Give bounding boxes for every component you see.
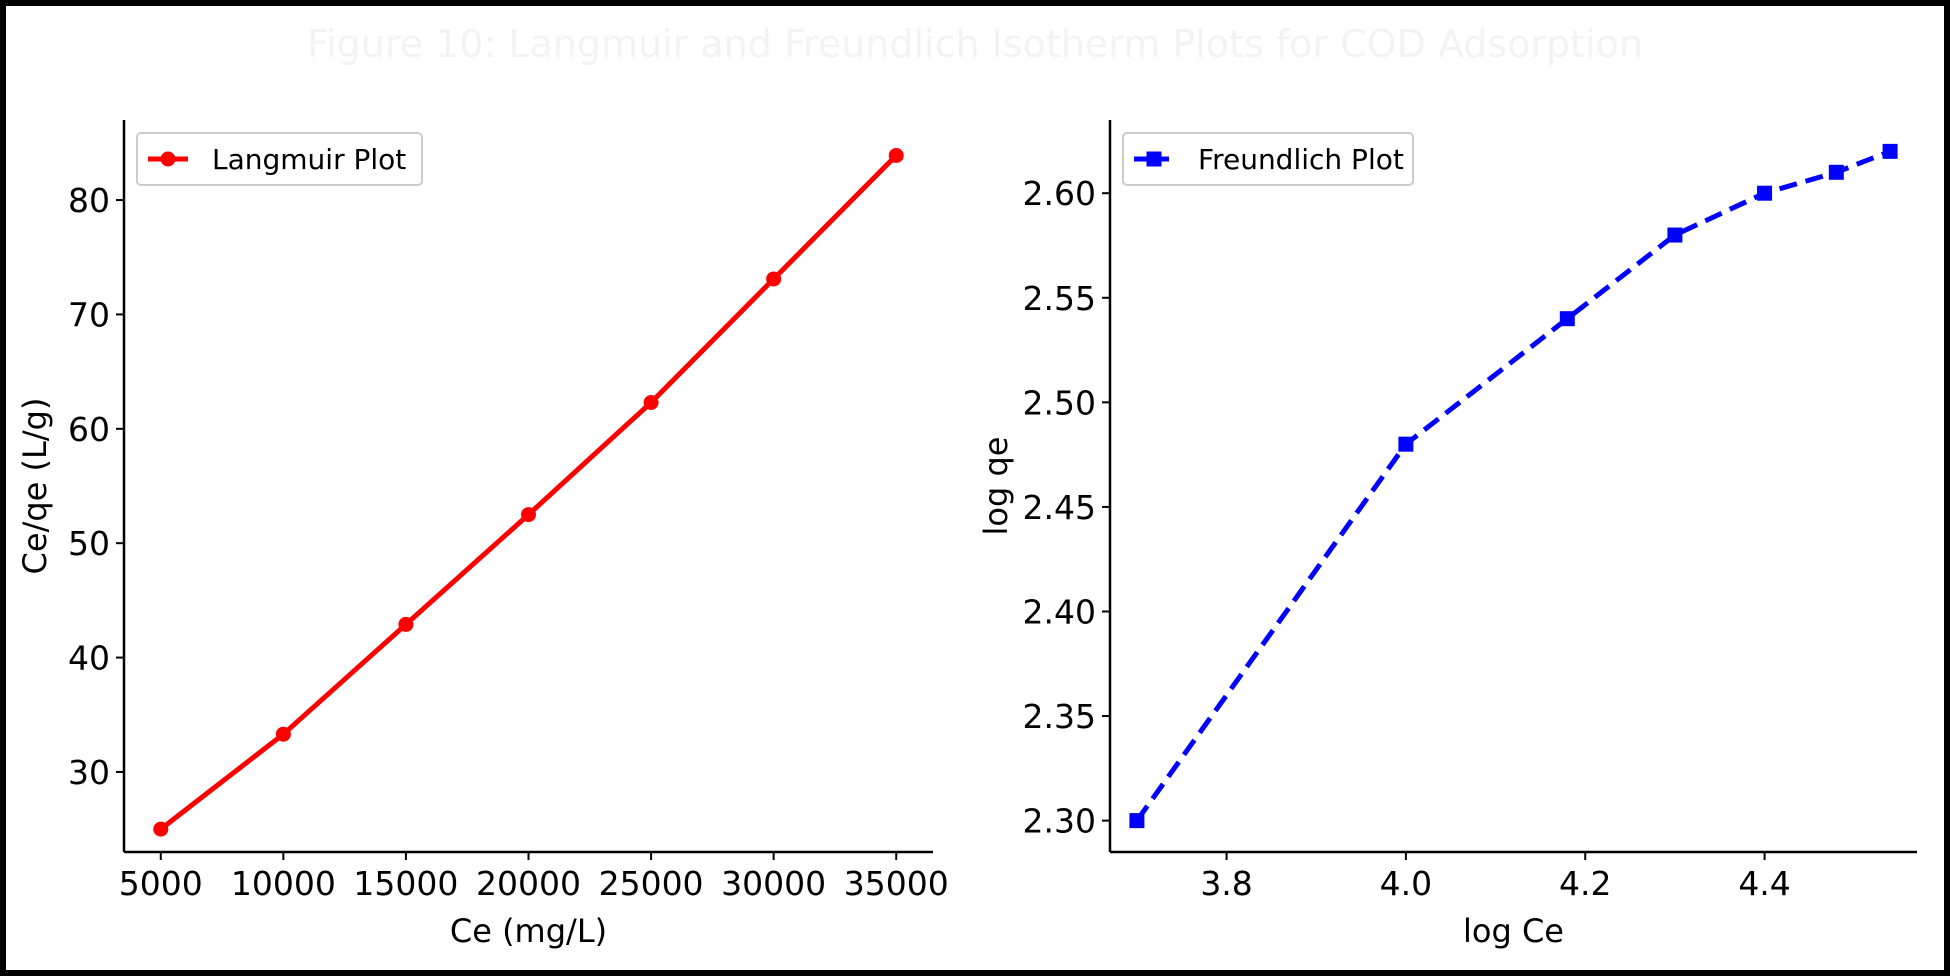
freundlich-x-tick-label: 4.4 [1738, 864, 1790, 903]
freundlich-data-point [1757, 185, 1773, 201]
freundlich-y-tick-label: 2.55 [1023, 279, 1096, 318]
langmuir-data-point [275, 726, 291, 742]
freundlich-y-tick-label: 2.50 [1023, 383, 1096, 422]
freundlich-panel: 3.8 4.0 4.2 4.4 2.30 2.35 2.40 2.45 2.50 2.55 2.60… [977, 120, 1917, 950]
freundlich-x-tick-label: 4.0 [1380, 864, 1432, 903]
freundlich-data-point [1828, 164, 1844, 180]
freundlich-y-tick-label: 2.45 [1023, 488, 1096, 527]
freundlich-y-axis-label: log qe [977, 437, 1015, 536]
langmuir-y-tick-label: 40 [68, 639, 110, 678]
freundlich-x-axis-label: log Ce [1463, 912, 1564, 950]
langmuir-x-tick-label: 25000 [599, 864, 704, 903]
freundlich-legend-box [1122, 132, 1414, 186]
langmuir-y-tick-label: 30 [68, 753, 110, 792]
langmuir-y-tick-label: 60 [68, 410, 110, 449]
freundlich-data-point [1559, 311, 1575, 327]
langmuir-legend: Langmuir Plot [136, 132, 423, 186]
freundlich-data-point [1667, 227, 1683, 243]
freundlich-legend: Freundlich Plot [1122, 132, 1414, 186]
langmuir-legend-box [136, 132, 423, 186]
langmuir-data-point [643, 395, 659, 411]
langmuir-y-tick-label: 80 [68, 181, 110, 220]
langmuir-legend-label: Langmuir Plot [212, 143, 406, 176]
langmuir-data-point [521, 507, 536, 523]
langmuir-series-line [159, 153, 899, 832]
langmuir-x-tick-label: 5000 [119, 864, 203, 903]
langmuir-x-tick-label: 10000 [231, 864, 336, 903]
langmuir-x-tick-label: 35000 [844, 864, 949, 903]
freundlich-data-point [1398, 436, 1414, 452]
langmuir-panel: 5000 10000 15000 20000 25000 30000 35000 30 40 50… [16, 120, 949, 950]
langmuir-x-tick-label: 30000 [721, 864, 826, 903]
langmuir-legend-swatch-marker [160, 151, 176, 167]
langmuir-data-point [766, 271, 782, 287]
freundlich-y-tick-label: 2.30 [1023, 802, 1096, 841]
langmuir-y-tick-label: 50 [68, 524, 110, 563]
freundlich-legend-swatch-marker [1146, 151, 1162, 167]
freundlich-y-tick-label: 2.40 [1023, 592, 1096, 631]
freundlich-legend-label: Freundlich Plot [1198, 143, 1404, 176]
langmuir-y-axis-label: Ce/qe (L/g) [16, 398, 54, 575]
langmuir-data-point [153, 821, 169, 837]
langmuir-y-tick-label: 70 [68, 295, 110, 334]
freundlich-series-line [1134, 149, 1892, 823]
freundlich-y-tick-label: 2.60 [1023, 174, 1096, 213]
langmuir-data-point [398, 616, 414, 632]
freundlich-x-tick-label: 4.2 [1559, 864, 1611, 903]
isotherm-charts: 5000 10000 15000 20000 25000 30000 35000 30 40 50… [16, 120, 1917, 950]
langmuir-x-axis-label: Ce (mg/L) [450, 912, 607, 950]
freundlich-y-tick-label: 2.35 [1023, 697, 1096, 736]
langmuir-x-tick-label: 20000 [476, 864, 581, 903]
langmuir-data-point [888, 147, 904, 163]
figure-title: Figure 10: Langmuir and Freundlich Isoth… [307, 22, 1643, 66]
langmuir-x-tick-label: 15000 [353, 864, 458, 903]
figure-frame: Figure 10: Langmuir and Freundlich Isoth… [6, 6, 1944, 970]
freundlich-x-tick-label: 3.8 [1200, 864, 1252, 903]
freundlich-data-point [1129, 813, 1145, 829]
freundlich-data-point [1882, 143, 1898, 159]
